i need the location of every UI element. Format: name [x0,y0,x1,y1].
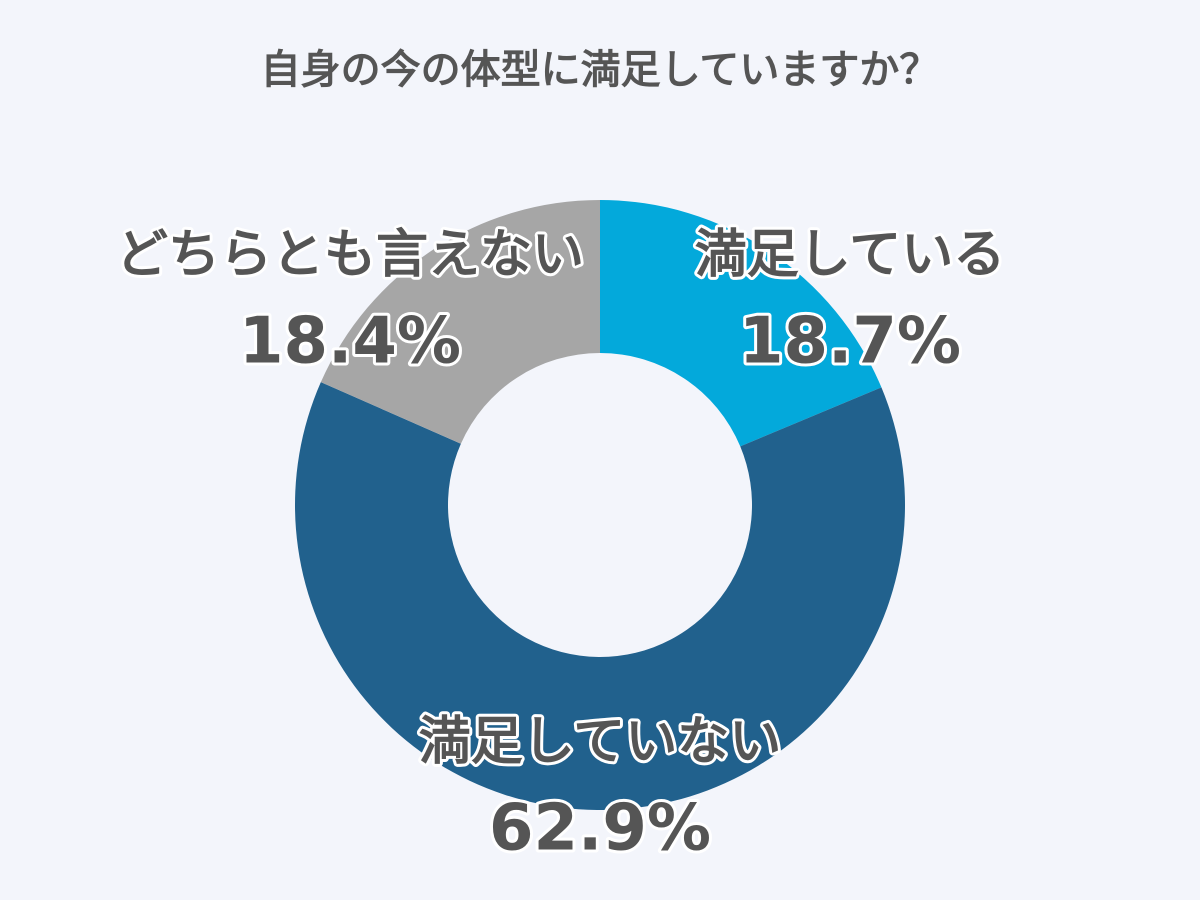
value-label: 18.4% [239,305,461,379]
value-label: 62.9% [489,792,711,866]
donut-segment [294,382,905,811]
donut-segment [600,200,882,447]
value-label: 18.7% [739,305,961,379]
donut-segment [320,199,600,444]
segment-label: どちらとも言えない [116,225,584,285]
chart-title: 自身の今の体型に満足していますか？ [261,47,940,93]
segment-label: 満足していない [419,712,781,772]
segment-label: 満足している [695,225,1005,285]
